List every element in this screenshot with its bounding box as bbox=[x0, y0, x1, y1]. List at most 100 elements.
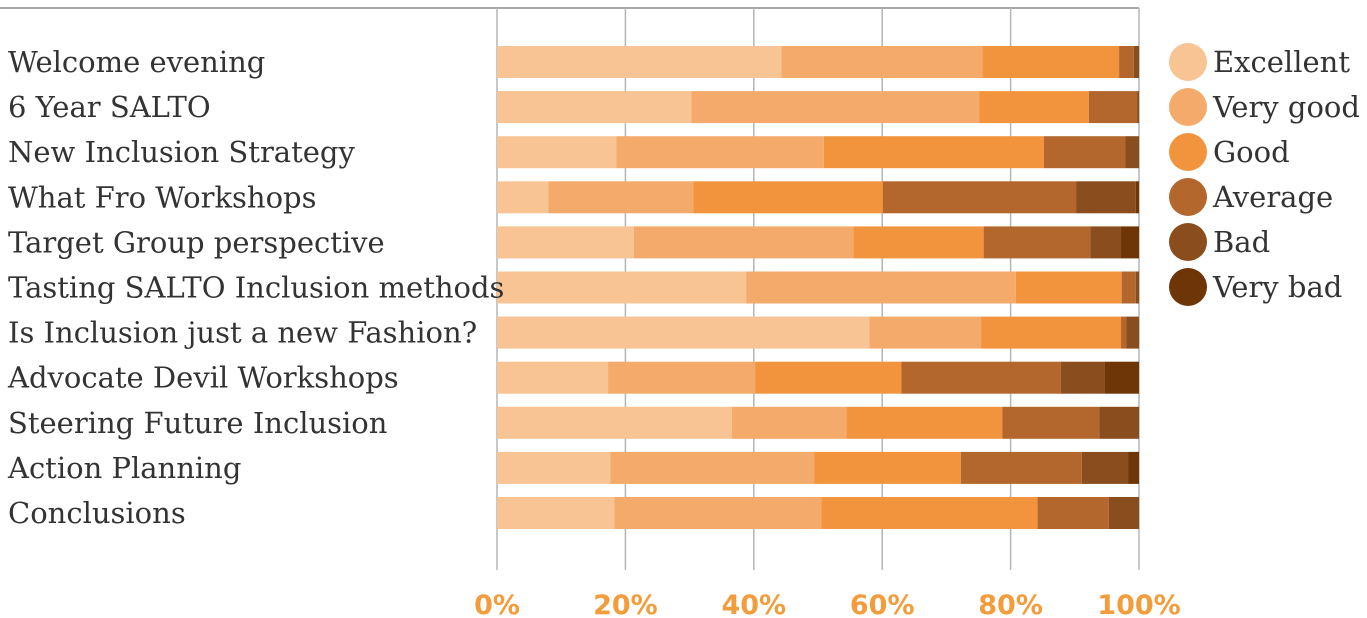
x-axis-ticks: 0% 20% 40% 60% 80% 100% bbox=[474, 590, 1181, 618]
bar-segment-good bbox=[853, 226, 984, 259]
category-label: Welcome evening bbox=[8, 45, 265, 79]
legend-label: Excellent bbox=[1213, 45, 1350, 79]
bars bbox=[497, 46, 1139, 529]
bar-row bbox=[497, 406, 1139, 439]
bar-segment-bad bbox=[1076, 181, 1136, 214]
category-label: 6 Year SALTO bbox=[8, 90, 211, 124]
legend-swatch bbox=[1169, 268, 1207, 306]
bar-segment-very-good bbox=[614, 497, 822, 529]
bar-segment-very-good bbox=[633, 226, 854, 259]
bar-segment-average bbox=[1088, 91, 1138, 124]
bar-segment-very-bad bbox=[1135, 181, 1139, 214]
bar-row bbox=[497, 271, 1139, 304]
bar-segment-excellent bbox=[497, 181, 549, 214]
category-label: Steering Future Inclusion bbox=[8, 406, 387, 440]
bar-segment-bad bbox=[1126, 316, 1139, 349]
legend-item: Excellent bbox=[1169, 43, 1350, 81]
bar-row bbox=[497, 136, 1139, 169]
bar-segment-average bbox=[901, 361, 1061, 394]
category-label: Conclusions bbox=[8, 496, 186, 530]
bar-segment-bad bbox=[1060, 361, 1105, 394]
legend: Excellent Very good Good Average Bad Very bad bbox=[1169, 43, 1360, 306]
bar-segment-excellent bbox=[497, 226, 634, 259]
bar-row bbox=[497, 46, 1139, 78]
x-tick-label: 80% bbox=[978, 590, 1043, 618]
bar-segment-bad bbox=[1137, 91, 1139, 124]
bar-segment-very-bad bbox=[1128, 451, 1139, 484]
bar-segment-excellent bbox=[497, 406, 732, 439]
bar-segment-average bbox=[1121, 271, 1136, 304]
bar-segment-good bbox=[846, 406, 1003, 439]
bar-segment-very-good bbox=[616, 136, 824, 169]
category-label: Advocate Devil Workshops bbox=[7, 361, 399, 395]
bar-segment-average bbox=[1121, 316, 1127, 349]
bar-segment-very-good bbox=[746, 271, 1016, 304]
category-label: What Fro Workshops bbox=[8, 180, 317, 214]
category-label: New Inclusion Strategy bbox=[8, 135, 355, 169]
bar-segment-very-good bbox=[691, 91, 980, 124]
bar-segment-good bbox=[981, 316, 1122, 349]
bar-segment-average bbox=[1043, 136, 1126, 169]
bar-segment-bad bbox=[1135, 271, 1139, 304]
bar-segment-bad bbox=[1108, 497, 1139, 529]
x-tick-label: 100% bbox=[1097, 590, 1180, 618]
bar-row bbox=[497, 91, 1139, 124]
bar-segment-very-good bbox=[548, 181, 694, 214]
bar-row bbox=[497, 316, 1139, 349]
bar-segment-excellent bbox=[497, 451, 611, 484]
category-label: Is Inclusion just a new Fashion? bbox=[8, 316, 477, 350]
bar-segment-average bbox=[960, 451, 1082, 484]
legend-swatch bbox=[1169, 133, 1207, 171]
bar-segment-excellent bbox=[497, 316, 870, 349]
x-tick-label: 20% bbox=[593, 590, 658, 618]
bar-segment-bad bbox=[1099, 406, 1139, 439]
legend-item: Very good bbox=[1169, 88, 1360, 126]
bar-segment-good bbox=[693, 181, 883, 214]
legend-label: Bad bbox=[1213, 225, 1270, 259]
bar-row bbox=[497, 181, 1139, 214]
bar-segment-good bbox=[1015, 271, 1122, 304]
bar-segment-excellent bbox=[497, 361, 609, 394]
legend-item: Bad bbox=[1169, 223, 1270, 261]
category-label: Action Planning bbox=[7, 451, 241, 485]
bar-segment-good bbox=[755, 361, 902, 394]
legend-swatch bbox=[1169, 88, 1207, 126]
legend-label: Average bbox=[1212, 180, 1333, 214]
bar-segment-bad bbox=[1090, 226, 1122, 259]
bar-segment-good bbox=[821, 497, 1038, 529]
bar-row bbox=[497, 497, 1139, 529]
legend-label: Good bbox=[1213, 135, 1290, 169]
bar-segment-average bbox=[1119, 46, 1134, 78]
bar-segment-excellent bbox=[497, 91, 692, 124]
bar-segment-average bbox=[1037, 497, 1109, 529]
bar-segment-very-good bbox=[781, 46, 983, 78]
legend-item: Very bad bbox=[1169, 268, 1342, 306]
bar-row bbox=[497, 226, 1139, 259]
x-tick-label: 60% bbox=[850, 590, 915, 618]
bar-segment-excellent bbox=[497, 46, 782, 78]
bar-segment-good bbox=[823, 136, 1044, 169]
category-label: Tasting SALTO Inclusion methods bbox=[8, 271, 504, 305]
bar-segment-very-good bbox=[610, 451, 815, 484]
bar-segment-excellent bbox=[497, 497, 615, 529]
bar-segment-very-good bbox=[869, 316, 982, 349]
legend-swatch bbox=[1169, 223, 1207, 261]
bar-segment-good bbox=[982, 46, 1120, 78]
bar-segment-excellent bbox=[497, 271, 747, 304]
legend-label: Very bad bbox=[1212, 270, 1342, 304]
bar-segment-very-good bbox=[731, 406, 847, 439]
legend-item: Good bbox=[1169, 133, 1290, 171]
bar-segment-excellent bbox=[497, 136, 617, 169]
bar-segment-average bbox=[1002, 406, 1100, 439]
legend-label: Very good bbox=[1212, 90, 1360, 124]
legend-swatch bbox=[1169, 43, 1207, 81]
category-label: Target Group perspective bbox=[8, 225, 385, 259]
bar-segment-average bbox=[882, 181, 1077, 214]
category-labels: Welcome evening 6 Year SALTO New Inclusion… bbox=[7, 45, 504, 530]
bar-segment-bad bbox=[1081, 451, 1129, 484]
bar-segment-average bbox=[983, 226, 1091, 259]
legend-item: Average bbox=[1169, 178, 1333, 216]
bar-segment-bad bbox=[1125, 136, 1139, 169]
x-tick-label: 40% bbox=[721, 590, 786, 618]
